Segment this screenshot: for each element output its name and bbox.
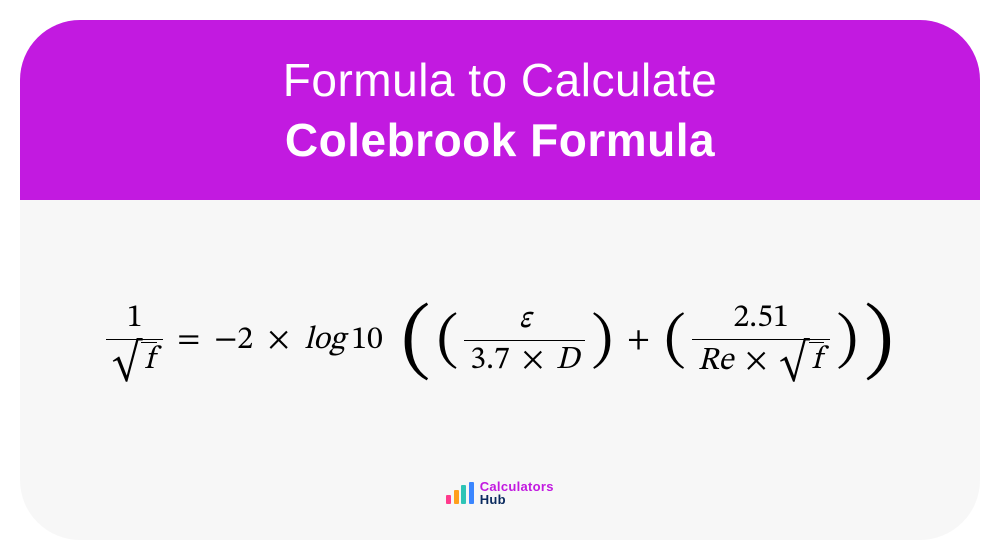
t1-numerator: ε xyxy=(513,302,537,339)
radical-icon: √ xyxy=(779,344,808,381)
logo-bars-icon xyxy=(446,482,474,504)
formula-card: Formula to Calculate Colebrook Formula 1… xyxy=(20,20,980,540)
lhs-sqrt-arg: f xyxy=(141,342,157,379)
t1-denominator: 3.7 × D xyxy=(464,340,585,378)
t2-sqrt-arg: f xyxy=(809,342,825,379)
formula-area: 1 √ f = −2 × log10 ( ( ε 3.7 × xyxy=(20,200,980,480)
equals-sign: = xyxy=(169,320,208,360)
log-base: 10 xyxy=(351,320,383,360)
lhs-numerator: 1 xyxy=(121,301,149,338)
sqrt-f-lhs: √ f xyxy=(112,342,157,379)
t2-denominator: Re × √ f xyxy=(692,339,831,379)
coeff-neg2: −2 xyxy=(214,320,253,360)
header-title: Colebrook Formula xyxy=(285,113,715,167)
t1-den-times: × xyxy=(517,344,548,376)
radical-icon: √ xyxy=(112,344,141,381)
lhs-denominator: √ f xyxy=(106,339,163,379)
colebrook-equation: 1 √ f = −2 × log10 ( ( ε 3.7 × xyxy=(106,301,894,378)
t2-numerator: 2.51 xyxy=(727,301,794,338)
t1-den-left: 3.7 xyxy=(470,344,510,376)
t1-den-right: D xyxy=(556,344,579,376)
term2-fraction: 2.51 Re × √ f xyxy=(692,301,831,378)
term1-fraction: ε 3.7 × D xyxy=(464,302,585,377)
logo-bar xyxy=(469,482,474,504)
lhs-fraction: 1 √ f xyxy=(106,301,163,378)
logo-text: Calculators Hub xyxy=(480,480,554,506)
log-label: log xyxy=(304,320,345,360)
card-header: Formula to Calculate Colebrook Formula xyxy=(20,20,980,200)
logo-bar xyxy=(446,495,451,504)
plus-sign: + xyxy=(619,320,658,360)
logo-text-bottom: Hub xyxy=(480,493,554,506)
times-1: × xyxy=(259,320,298,360)
logo-bar xyxy=(461,485,466,504)
t2-den-times: × xyxy=(741,345,772,377)
t2-den-left: Re xyxy=(698,345,733,377)
brand-logo: Calculators Hub xyxy=(446,480,554,506)
header-subtitle: Formula to Calculate xyxy=(283,53,717,107)
sqrt-f-t2: √ f xyxy=(779,342,824,379)
logo-bar xyxy=(454,490,459,504)
card-footer: Calculators Hub xyxy=(20,480,980,540)
